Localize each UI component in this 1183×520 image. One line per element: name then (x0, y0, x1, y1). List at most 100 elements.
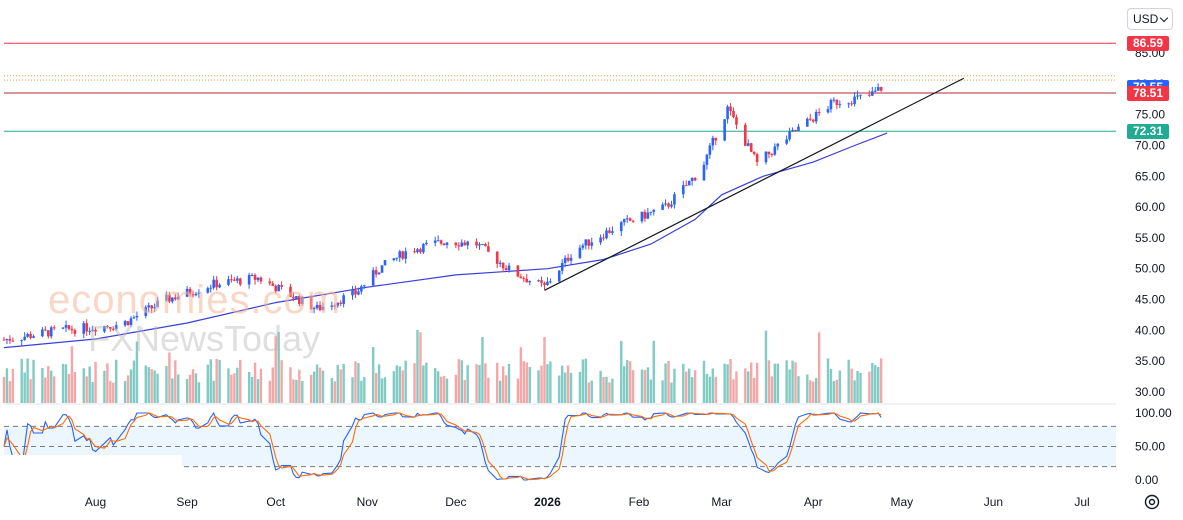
candle-body (20, 339, 24, 341)
volume-bar (135, 341, 139, 403)
volume-bar (295, 379, 298, 403)
candle-body (280, 285, 283, 287)
candle-body (342, 295, 345, 304)
volume-bar (292, 379, 295, 403)
volume-bar (103, 370, 106, 403)
candle-body (584, 239, 588, 246)
candle-body (318, 304, 322, 311)
volume-bar (73, 371, 77, 403)
candle-body (392, 258, 396, 261)
y-tick-label: 75.00 (1135, 108, 1165, 122)
price-tag-resistance[interactable]: 86.59 (1127, 36, 1169, 52)
volume-bar (218, 359, 221, 403)
volume-bar (540, 365, 543, 403)
candle-body (26, 334, 29, 337)
candle-body (785, 139, 788, 144)
volume-bar (315, 364, 319, 403)
volume-bar (752, 377, 756, 403)
volume-bar (498, 380, 502, 403)
candle-body (767, 151, 771, 155)
candle-body (47, 330, 50, 337)
volume-bar (144, 365, 147, 403)
volume-bar (797, 376, 800, 403)
volume-bar (422, 365, 425, 403)
candle-body (439, 240, 443, 244)
candle-body (156, 300, 159, 308)
volume-bar (123, 381, 127, 403)
volume-bar (611, 378, 614, 403)
volume-bar (569, 372, 573, 403)
volume-bar (168, 352, 171, 403)
candle-body (643, 211, 647, 219)
candle-body (525, 278, 529, 283)
volume-bar (215, 358, 218, 403)
price-tag-support-2[interactable]: 72.31 (1127, 124, 1169, 140)
volume-bar (788, 369, 791, 403)
time-axis[interactable]: Aug Sep Oct Nov Dec 2026 Feb Mar Apr May Jun Jul (85, 495, 1090, 509)
candle-body (481, 243, 484, 245)
candle-body (404, 251, 407, 259)
candle-body (82, 323, 86, 334)
candle-body (811, 119, 815, 122)
candle-body (422, 244, 425, 253)
trendline[interactable] (544, 77, 965, 291)
candle-body (732, 110, 735, 118)
volume-bar (714, 376, 717, 403)
volume-bar (817, 332, 821, 403)
volume-bar (2, 376, 6, 403)
horizontal-levels[interactable] (4, 42, 1116, 132)
volume-bar (188, 374, 192, 403)
gear-icon[interactable] (1143, 493, 1161, 511)
volume-bar (602, 376, 605, 403)
candle-body (850, 103, 853, 105)
trendline-segment[interactable] (544, 77, 965, 291)
candle-body (868, 94, 871, 96)
candle-body (289, 286, 292, 297)
volume-bar (395, 365, 399, 403)
volume-bar (522, 361, 526, 403)
candle-body (817, 112, 821, 114)
candle-body (856, 95, 859, 97)
candle-body (667, 203, 670, 207)
volume-bar (401, 370, 404, 403)
volume-bar (646, 367, 650, 403)
candle-body (103, 326, 106, 332)
candle-body (259, 277, 263, 282)
candle-body (109, 327, 112, 329)
candle-body (622, 219, 626, 223)
candle-body (32, 336, 35, 338)
candle-body (150, 305, 153, 309)
candle-body (371, 270, 375, 286)
volume-bars (2, 329, 883, 403)
candle-body (773, 146, 777, 155)
volume-bar (519, 347, 523, 403)
volume-bar (605, 376, 608, 403)
volume-bar (809, 380, 812, 403)
x-tick-label: Dec (445, 495, 466, 509)
volume-bar (363, 377, 366, 403)
candle-body (487, 246, 490, 252)
x-tick-label: 2026 (534, 495, 561, 509)
volume-bar (631, 370, 635, 403)
candle-body (466, 241, 469, 246)
x-tick-label: Jun (984, 495, 1003, 509)
volume-bar (457, 359, 461, 403)
candle-body (363, 285, 366, 287)
volume-bar (501, 366, 505, 403)
volume-bar (357, 363, 360, 403)
price-tag-support-1[interactable]: 78.51 (1127, 86, 1169, 101)
candle-body (300, 296, 304, 304)
volume-bar (664, 363, 667, 403)
candle-body (29, 334, 32, 338)
candle-body (333, 305, 337, 307)
candle-body (581, 245, 585, 248)
volume-bar (475, 364, 478, 403)
candle-body (309, 296, 313, 310)
price-axis[interactable]: 85.0080.0075.0070.0065.0060.0055.0050.00… (1135, 46, 1172, 487)
currency-dropdown[interactable]: USD (1127, 8, 1173, 30)
candle-body (587, 239, 591, 246)
volume-bar (194, 373, 198, 403)
volume-bar (150, 369, 153, 403)
candle-body (832, 99, 836, 101)
